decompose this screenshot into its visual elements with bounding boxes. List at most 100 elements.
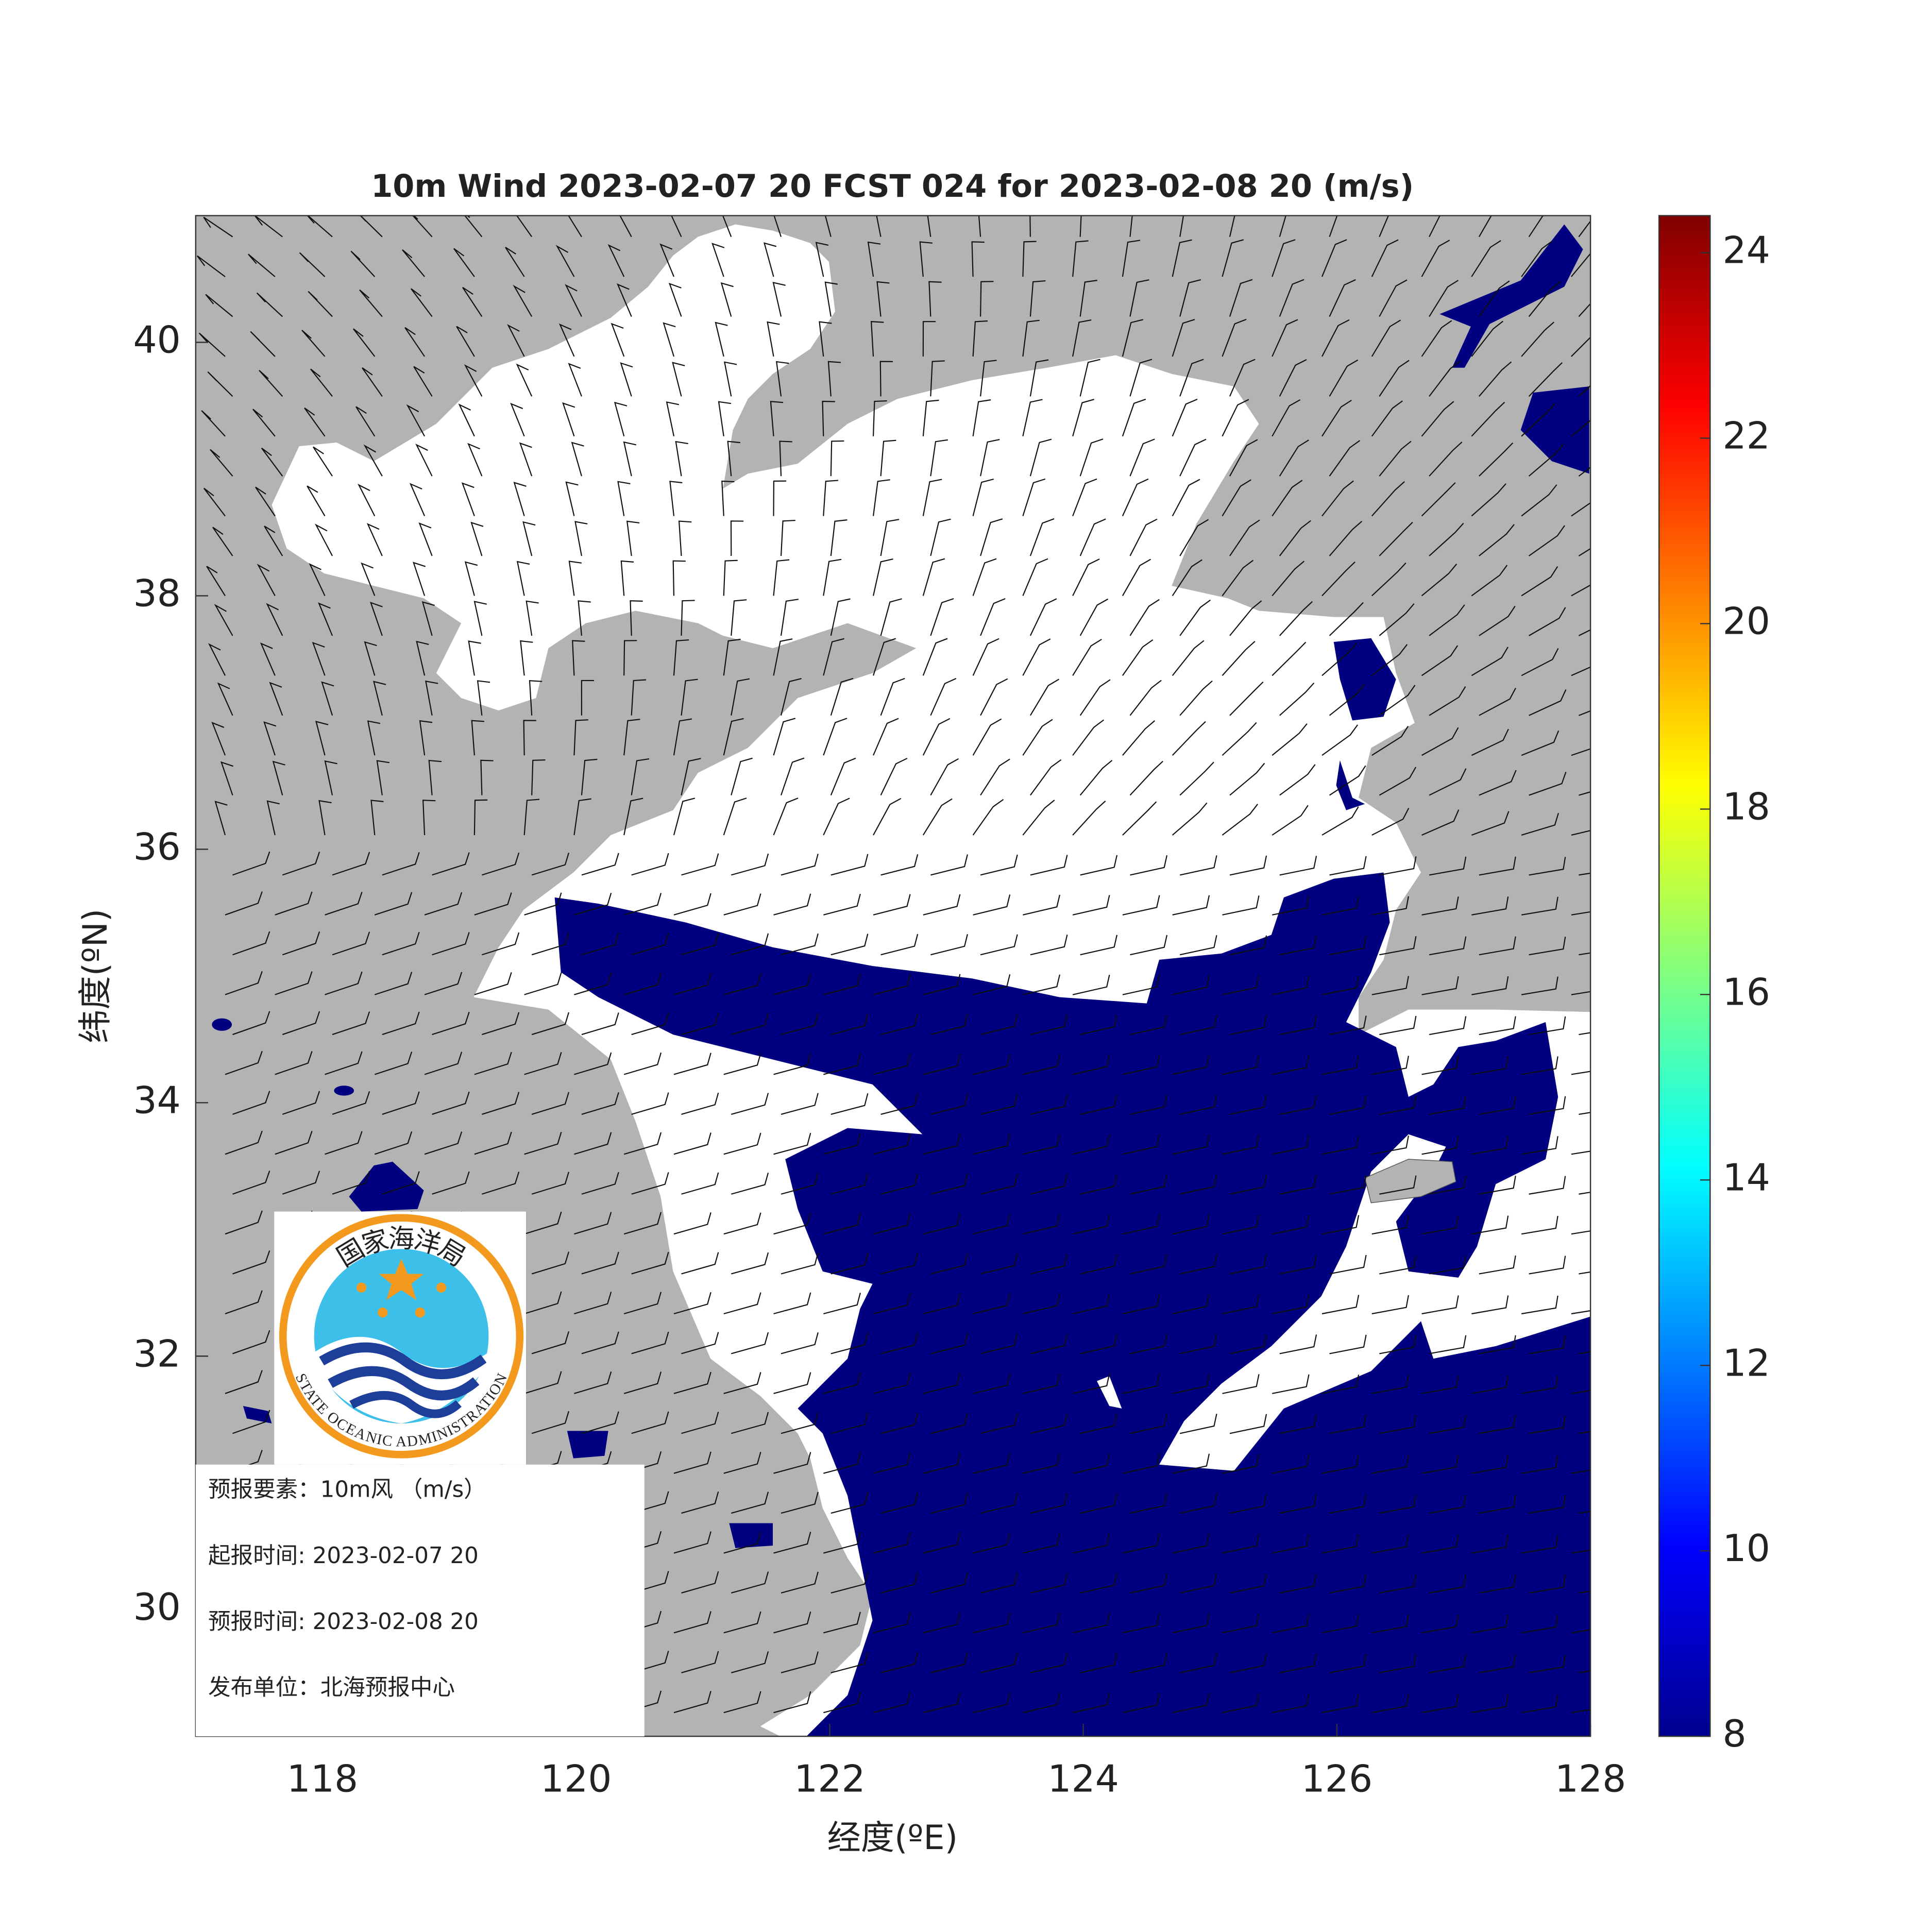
wind-barb: [1179, 1414, 1217, 1434]
wind-barb: [1371, 1136, 1409, 1155]
wind-barb: [1023, 1613, 1060, 1634]
wind-barb: [1222, 975, 1260, 995]
wind-barb: [524, 1131, 562, 1155]
wind-barb: [873, 974, 911, 995]
wind-barb: [324, 760, 337, 795]
wind-barb: [1471, 483, 1506, 517]
wind-barb: [1029, 280, 1046, 317]
wind-barb: [1072, 1054, 1110, 1075]
wind-barb: [1429, 442, 1463, 477]
wind-barb: [275, 971, 313, 995]
wind-barb: [581, 933, 619, 956]
wind-barb: [1471, 647, 1509, 676]
wind-barb: [781, 1173, 819, 1195]
wind-barb: [1521, 730, 1560, 756]
wind-barb: [623, 1052, 662, 1075]
wind-barb: [927, 215, 931, 237]
wind-barb: [225, 1370, 263, 1394]
wind-barb: [370, 800, 384, 836]
wind-barb: [780, 599, 799, 636]
colorbar-tick-label: 16: [1723, 971, 1770, 1014]
wind-barb: [482, 1092, 520, 1115]
wind-barb: [1279, 1015, 1317, 1036]
wind-barb: [972, 478, 994, 516]
wind-barb: [1079, 438, 1104, 477]
wind-barb: [1072, 1374, 1110, 1394]
colorbar: 8 10 12 14 16 18 20 22 24: [1658, 215, 1770, 1756]
wind-barb: [1421, 1614, 1459, 1634]
wind-barb: [831, 1093, 869, 1115]
wind-barb: [922, 798, 953, 836]
wind-barb: [1571, 1549, 1591, 1554]
wind-barb: [1529, 1016, 1566, 1036]
wind-barb: [1229, 1494, 1267, 1514]
wind-barb: [1429, 215, 1441, 238]
wind-barb: [770, 401, 784, 436]
wind-barb: [415, 444, 433, 477]
wind-barb: [1080, 1253, 1118, 1275]
wind-barb: [208, 643, 226, 676]
wind-barb: [731, 1252, 769, 1275]
logo: 国家海洋局 STATE OCEANIC ADMINISTRATION: [274, 1211, 526, 1465]
wind-barb: [275, 891, 313, 916]
wind-barb: [1022, 399, 1043, 437]
wind-barb: [473, 799, 488, 835]
wind-barb: [623, 798, 643, 836]
wind-barb: [930, 360, 945, 397]
wind-barb: [272, 760, 285, 795]
wind-barb: [299, 252, 326, 277]
wind-barb: [867, 241, 881, 277]
wind-barb: [1429, 1016, 1467, 1036]
wind-barb: [1122, 558, 1151, 596]
wind-barb: [731, 1173, 769, 1195]
wind-barb: [1179, 680, 1213, 716]
wind-barb: [1321, 1055, 1360, 1075]
wind-barb: [1122, 240, 1141, 277]
wind-barb: [876, 281, 890, 317]
wind-barb: [1478, 215, 1492, 238]
wind-barb: [872, 479, 890, 516]
wind-barb: [214, 603, 233, 636]
wind-barb: [1129, 279, 1149, 317]
wind-barb: [1521, 402, 1556, 437]
wind-barb: [827, 361, 841, 397]
wind-barb: [1521, 1215, 1558, 1235]
wind-barb: [1122, 895, 1160, 916]
wind-barb: [332, 852, 370, 876]
strong-wind-zone: [212, 224, 1591, 1737]
wind-barb: [1179, 935, 1217, 956]
wind-barb: [873, 1372, 911, 1394]
wind-barb: [973, 1054, 1011, 1075]
wind-barb: [1529, 607, 1566, 636]
wind-barb: [568, 363, 582, 397]
wind-barb: [1529, 1335, 1566, 1354]
wind-barb: [767, 321, 780, 357]
wind-barb: [1023, 974, 1060, 995]
wind-barb: [781, 1571, 819, 1594]
wind-barb: [220, 761, 234, 795]
wind-barb: [581, 1012, 619, 1036]
wind-barb: [1229, 1175, 1267, 1195]
wind-barb: [1172, 721, 1206, 756]
wind-barb: [923, 1133, 961, 1155]
wind-barb: [1122, 801, 1157, 836]
wind-barb: [1279, 1414, 1317, 1434]
x-tick-label: 120: [540, 1757, 612, 1801]
wind-barb: [574, 1132, 612, 1155]
wind-barb: [1321, 319, 1350, 357]
wind-barb: [873, 1452, 911, 1474]
wind-barb: [581, 758, 598, 795]
colorbar-tick-label: 14: [1723, 1156, 1770, 1199]
wind-barb: [374, 1131, 413, 1155]
wind-barb: [1229, 855, 1267, 876]
wind-barb: [1179, 438, 1207, 477]
wind-barb: [314, 523, 333, 556]
wind-barb: [1023, 1533, 1060, 1554]
wind-barb: [607, 244, 625, 277]
wind-barb: [325, 971, 363, 995]
wind-barb: [307, 215, 333, 238]
wind-barb: [620, 560, 634, 596]
wind-barb: [972, 799, 1004, 836]
wind-barb: [1578, 466, 1591, 477]
wind-barb: [264, 526, 283, 556]
